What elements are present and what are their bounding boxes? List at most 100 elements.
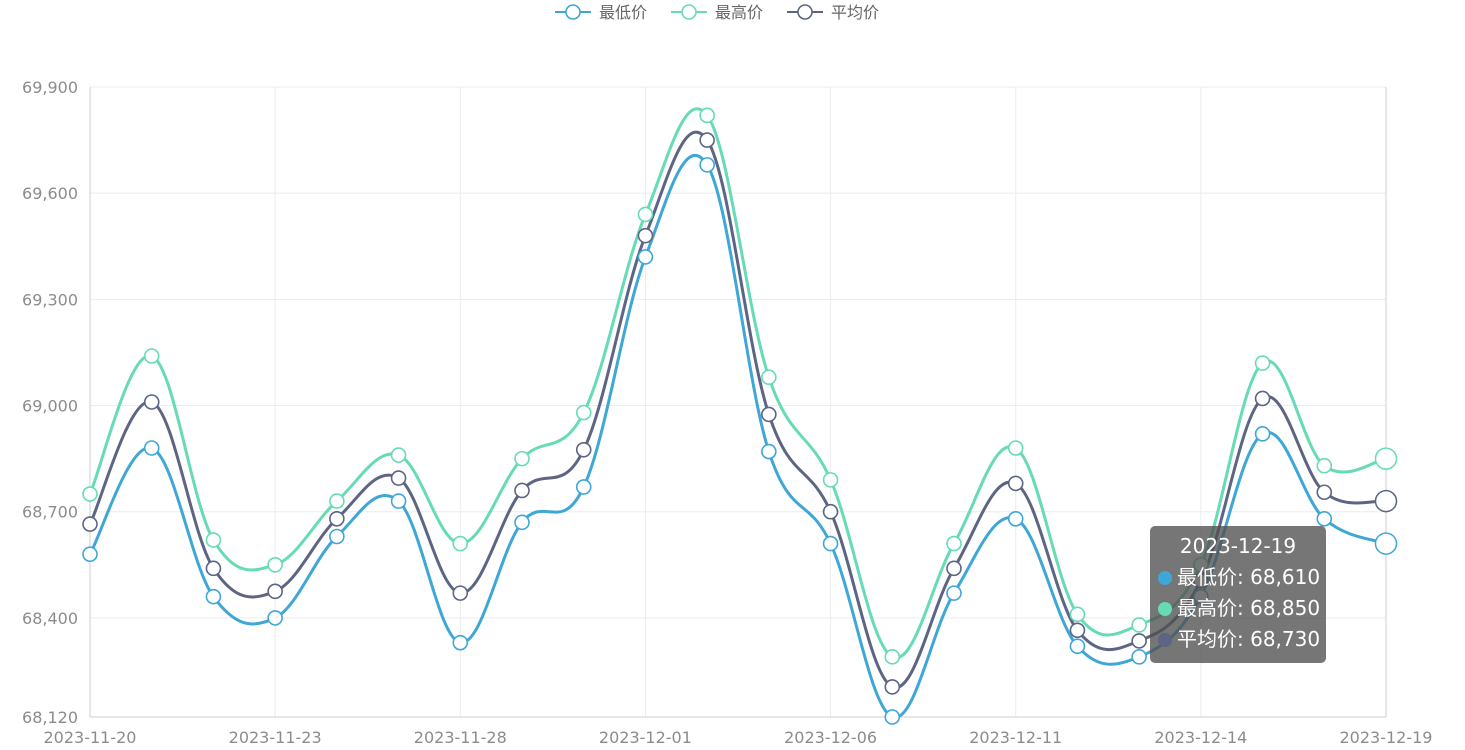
data-point[interactable] [1131, 617, 1147, 633]
data-point[interactable] [946, 535, 962, 552]
data-point[interactable] [329, 510, 345, 527]
data-point[interactable] [143, 440, 160, 456]
data-point[interactable] [822, 503, 839, 520]
y-tick-label: 68,400 [22, 609, 78, 628]
data-point[interactable] [267, 583, 283, 600]
y-tick-label: 69,000 [22, 397, 78, 416]
data-point[interactable] [699, 107, 715, 124]
legend-label: 平均价 [831, 3, 879, 22]
data-point[interactable] [329, 493, 345, 509]
data-point[interactable] [390, 470, 407, 486]
tooltip: 2023-12-19 最低价: 68,610 最高价: 68,850 平均价: … [1150, 526, 1326, 663]
data-point[interactable] [1069, 638, 1086, 655]
tooltip-row-max: 最高价: 68,850 [1158, 593, 1326, 624]
data-point[interactable] [1254, 426, 1271, 442]
axes: 68,120 68,400 68,700 69,000 69,300 69,600 69,9… [22, 78, 1432, 747]
data-point[interactable] [514, 514, 530, 531]
series-points [82, 107, 1398, 725]
y-tick-label: 68,700 [22, 503, 78, 522]
data-point[interactable] [1007, 475, 1024, 492]
x-tick-label: 2023-12-19 [1340, 728, 1433, 747]
data-point[interactable] [699, 157, 715, 173]
data-point[interactable] [1069, 606, 1086, 623]
tooltip-row-label: 最低价: 68,610 [1177, 565, 1321, 589]
data-point[interactable] [575, 441, 592, 458]
legend-item[interactable]: 最高价 [671, 3, 763, 22]
data-point[interactable] [82, 546, 98, 562]
legend-marker-icon [797, 4, 813, 20]
data-point[interactable] [761, 406, 777, 423]
data-point[interactable] [637, 249, 654, 265]
data-point[interactable] [205, 588, 222, 605]
data-point[interactable] [452, 585, 469, 601]
y-tick-label: 69,300 [22, 290, 78, 309]
data-point[interactable] [143, 348, 160, 364]
data-point[interactable] [267, 557, 283, 573]
data-point[interactable] [699, 132, 715, 148]
data-point[interactable] [575, 404, 592, 421]
x-tick-label: 2023-12-11 [969, 728, 1062, 747]
data-point[interactable] [1374, 532, 1398, 555]
legend-item[interactable]: 最低价 [555, 3, 647, 22]
data-point[interactable] [1374, 447, 1398, 470]
data-point[interactable] [452, 535, 469, 552]
data-point[interactable] [1131, 649, 1147, 665]
data-point[interactable] [946, 560, 962, 577]
data-point[interactable] [205, 560, 222, 577]
data-point[interactable] [1007, 440, 1024, 456]
x-tick-label: 2023-11-28 [414, 728, 507, 747]
data-point[interactable] [884, 679, 901, 695]
data-point[interactable] [884, 709, 901, 725]
data-point[interactable] [82, 486, 98, 502]
data-point[interactable] [1316, 457, 1333, 474]
data-point[interactable] [575, 479, 592, 495]
data-point[interactable] [1254, 390, 1271, 407]
data-point[interactable] [1316, 484, 1333, 501]
data-point[interactable] [82, 516, 98, 532]
legend-label: 最低价 [599, 3, 647, 22]
tooltip-title: 2023-12-19 [1179, 534, 1297, 558]
x-tick-label: 2023-12-14 [1154, 728, 1247, 747]
data-point[interactable] [1374, 489, 1398, 513]
data-point[interactable] [267, 610, 283, 626]
x-tick-label: 2023-12-01 [599, 728, 692, 747]
tooltip-row-avg: 平均价: 68,730 [1158, 624, 1326, 655]
tooltip-row-label: 平均价: 68,730 [1177, 627, 1321, 651]
data-point[interactable] [1254, 355, 1271, 371]
x-tick-label: 2023-11-23 [229, 728, 322, 747]
data-point[interactable] [143, 394, 160, 410]
series-line [88, 154, 1387, 719]
legend-item[interactable]: 平均价 [787, 3, 879, 22]
data-point[interactable] [452, 634, 469, 651]
data-point[interactable] [329, 528, 345, 545]
legend-marker-icon [565, 4, 581, 20]
data-point[interactable] [761, 443, 777, 460]
data-point[interactable] [205, 532, 222, 548]
x-tick-label: 2023-12-06 [784, 728, 877, 747]
legend[interactable]: 最低价 最高价 平均价 [555, 3, 879, 22]
tooltip-row-label: 最高价: 68,850 [1177, 596, 1321, 620]
data-point[interactable] [514, 482, 530, 499]
data-point[interactable] [761, 369, 777, 386]
y-tick-label: 69,600 [22, 184, 78, 203]
data-point[interactable] [637, 206, 654, 223]
legend-label: 最高价 [715, 3, 763, 22]
data-point[interactable] [1069, 622, 1086, 639]
data-point[interactable] [822, 535, 839, 552]
tooltip-row-min: 最低价: 68,610 [1158, 562, 1326, 593]
data-point[interactable] [637, 227, 654, 244]
data-point[interactable] [1316, 510, 1333, 527]
data-point[interactable] [390, 447, 407, 463]
data-point[interactable] [1131, 633, 1147, 649]
data-point[interactable] [884, 649, 901, 665]
data-point[interactable] [390, 493, 407, 509]
data-point[interactable] [822, 472, 839, 488]
data-point[interactable] [514, 450, 530, 467]
series-dot-icon [1158, 571, 1172, 585]
series-dot-icon [1158, 602, 1172, 616]
data-point[interactable] [1007, 510, 1024, 527]
legend-marker-icon [681, 4, 697, 20]
data-point[interactable] [946, 585, 962, 601]
series-dot-icon [1158, 633, 1172, 647]
y-tick-label: 69,900 [22, 78, 78, 97]
